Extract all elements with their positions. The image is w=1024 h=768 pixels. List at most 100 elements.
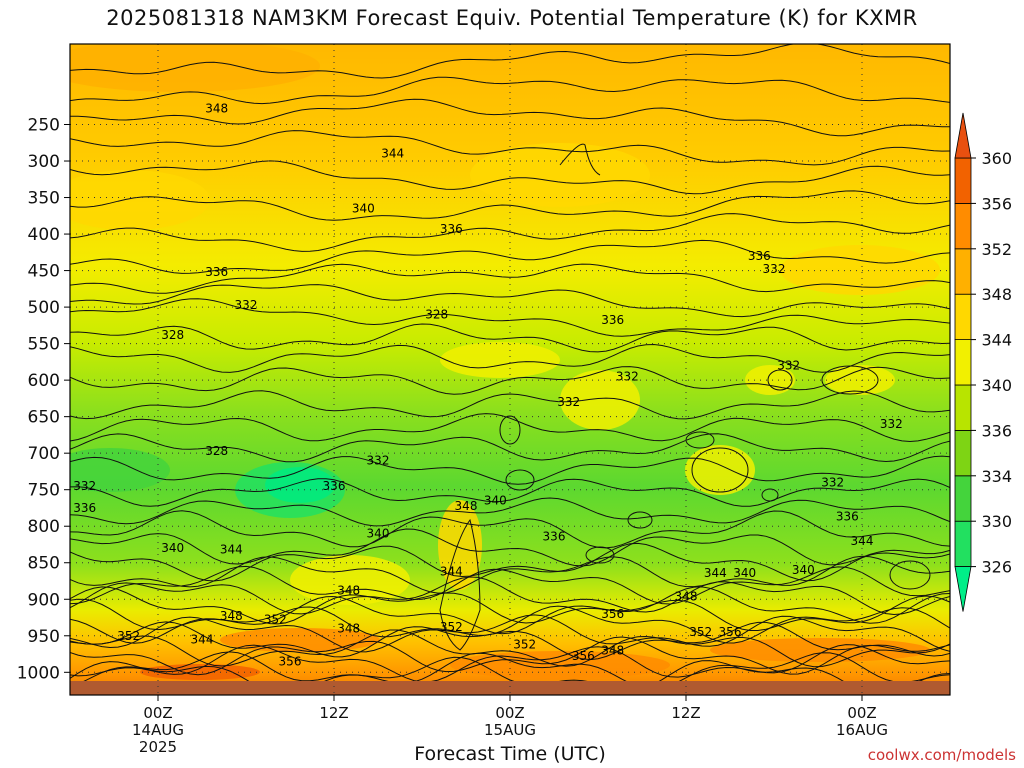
contour-label: 328 xyxy=(205,444,228,458)
x-tick-label: 12Z xyxy=(671,704,700,722)
y-tick-label: 400 xyxy=(28,225,60,245)
contour-label: 340 xyxy=(161,541,184,555)
colorbar-arrow-high xyxy=(954,112,972,159)
y-tick-label: 1000 xyxy=(17,663,60,683)
contour-label: 332 xyxy=(616,369,639,383)
ground-band xyxy=(70,681,950,695)
contour-label: 348 xyxy=(675,589,698,603)
y-tick-label: 850 xyxy=(28,554,60,574)
colorbar-label: 330 xyxy=(981,512,1012,531)
colorbar-label: 344 xyxy=(981,331,1012,350)
colorbar-label: 340 xyxy=(981,376,1012,395)
y-tick-label: 600 xyxy=(28,371,60,391)
contour-label: 340 xyxy=(484,494,507,508)
colorbar: 326 330 334 336 340 344 348 352 356 360 xyxy=(954,112,1012,612)
colorbar-label: 356 xyxy=(981,194,1012,213)
y-tick-label: 950 xyxy=(28,627,60,647)
y-tick-label: 750 xyxy=(28,481,60,501)
contour-label: 348 xyxy=(220,609,243,623)
x-tick-label: 00Z xyxy=(495,704,524,722)
contour-label: 336 xyxy=(836,510,859,524)
colorbar-label: 352 xyxy=(981,240,1012,259)
contour-label: 352 xyxy=(117,629,140,643)
contour-label: 332 xyxy=(880,417,903,431)
x-tick-label: 12Z xyxy=(319,704,348,722)
y-tick-label: 500 xyxy=(28,298,60,318)
x-tick-label: 2025 xyxy=(139,738,177,756)
contour-label: 352 xyxy=(689,625,712,639)
source-credit: coolwx.com/models xyxy=(867,746,1016,764)
contour-label: 344 xyxy=(220,543,243,557)
colorbar-segment xyxy=(954,248,972,295)
contour-label: 344 xyxy=(381,147,404,161)
contour-label: 356 xyxy=(601,607,624,621)
x-tick-label: 14AUG xyxy=(132,721,184,739)
colorbar-label: 348 xyxy=(981,285,1012,304)
contour-label: 352 xyxy=(440,620,463,634)
x-tick-label: 00Z xyxy=(143,704,172,722)
y-tick-label: 900 xyxy=(28,590,60,610)
colorbar-segment xyxy=(954,384,972,431)
colorbar-label: 336 xyxy=(981,421,1012,440)
colorbar-label: 360 xyxy=(981,149,1012,168)
contour-label: 332 xyxy=(235,298,258,312)
contour-label: 352 xyxy=(264,613,287,627)
contour-label: 356 xyxy=(279,654,302,668)
colorbar-segment xyxy=(954,157,972,204)
contour-label: 344 xyxy=(191,632,214,646)
colorbar-arrow-low xyxy=(954,566,972,612)
contour-label: 344 xyxy=(704,566,727,580)
colorbar-segment xyxy=(954,339,972,386)
y-tick-label: 350 xyxy=(28,189,60,209)
y-tick-label: 800 xyxy=(28,517,60,537)
contour-label: 340 xyxy=(792,563,815,577)
contour-label: 348 xyxy=(601,643,624,657)
temperature-field xyxy=(70,44,950,695)
contour-label: 340 xyxy=(367,527,390,541)
x-tick-label: 00Z xyxy=(847,704,876,722)
contour-label: 356 xyxy=(719,625,742,639)
y-tick-label: 250 xyxy=(28,116,60,136)
contour-label: 328 xyxy=(161,328,184,342)
contour-label: 348 xyxy=(337,621,360,635)
colorbar-label: 334 xyxy=(981,467,1012,486)
contour-label: 332 xyxy=(763,262,786,276)
colorbar-segment xyxy=(954,429,972,477)
contour-label: 348 xyxy=(205,101,228,115)
contour-label: 332 xyxy=(557,395,580,409)
contour-label: 348 xyxy=(337,583,360,597)
colorbar-segment xyxy=(954,475,972,522)
contour-label: 332 xyxy=(73,479,96,493)
contour-label: 336 xyxy=(440,222,463,236)
contour-label: 340 xyxy=(733,566,756,580)
contour-label: 344 xyxy=(851,534,874,548)
x-tick-label: 16AUG xyxy=(836,721,888,739)
colorbar-segment xyxy=(954,202,972,250)
x-axis-label: Forecast Time (UTC) xyxy=(414,743,606,765)
contour-label: 336 xyxy=(748,249,771,263)
contour-label: 332 xyxy=(777,359,800,373)
contour-label: 336 xyxy=(601,313,624,327)
y-tick-label: 450 xyxy=(28,262,60,282)
y-tick-label: 700 xyxy=(28,444,60,464)
contour-label: 340 xyxy=(352,201,375,215)
colorbar-segment xyxy=(954,520,972,568)
colorbar-segment xyxy=(954,293,972,341)
x-tick-label: 15AUG xyxy=(484,721,536,739)
contour-label: 332 xyxy=(821,475,844,489)
y-tick-label: 650 xyxy=(28,408,60,428)
chart-title: 2025081318 NAM3KM Forecast Equiv. Potent… xyxy=(106,6,918,30)
contour-label: 336 xyxy=(73,501,96,515)
contour-label: 352 xyxy=(513,638,536,652)
colorbar-label: 326 xyxy=(981,558,1012,577)
contour-label: 336 xyxy=(323,479,346,493)
contour-label: 336 xyxy=(205,265,228,279)
contour-label: 336 xyxy=(543,529,566,543)
contour-label: 344 xyxy=(440,565,463,579)
y-tick-label: 300 xyxy=(28,152,60,172)
contour-label: 348 xyxy=(455,499,478,513)
contour-label: 356 xyxy=(572,649,595,663)
y-tick-label: 550 xyxy=(28,335,60,355)
contour-label: 328 xyxy=(425,307,448,321)
